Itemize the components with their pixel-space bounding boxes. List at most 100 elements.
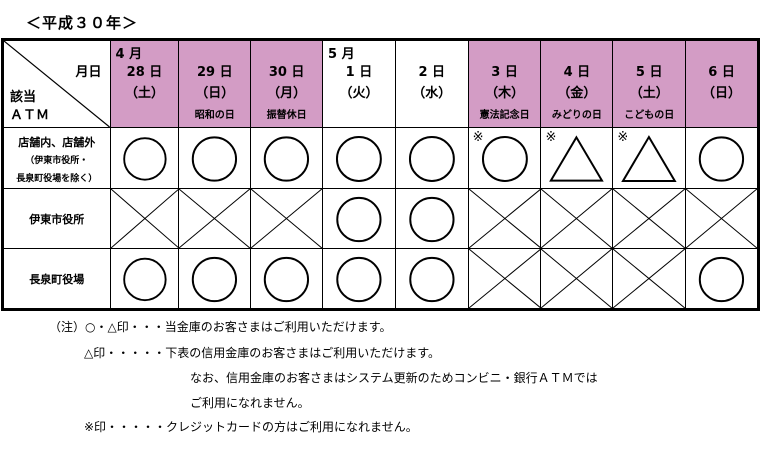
month-label: 4 月	[115, 47, 143, 62]
weekday-label: （土）	[629, 86, 669, 101]
circle-mark	[481, 136, 528, 182]
availability-cell	[109, 188, 180, 249]
note-line: なお、信用金庫のお客さまはシステム更新のためコンビニ・銀行ＡＴＭでは	[190, 371, 598, 385]
day-label: 1 日	[345, 65, 373, 80]
holiday-label: 昭和の日	[194, 110, 235, 121]
row-sublabel: （伊東市役所・	[25, 156, 89, 166]
atm-schedule-table: 月日 該当 ＡＴＭ 4 月 28 日 （土） 29 日 （日） 昭和の日 30 …	[1, 38, 760, 311]
date-header-cell: 4 日 （金） みどりの日	[540, 39, 614, 128]
row-label: 長泉町役場	[29, 273, 85, 286]
availability-cell	[685, 127, 759, 189]
atm-label: ＡＴＭ	[10, 108, 50, 123]
row-label-cell: 伊東市役所	[2, 188, 111, 249]
holiday-label: こどもの日	[624, 110, 675, 121]
day-label: 29 日	[196, 65, 233, 80]
row-label: 伊東市役所	[29, 213, 85, 226]
weekday-label: （日）	[195, 86, 235, 101]
row-label: 店舗内、店舗外	[18, 136, 96, 149]
availability-cell	[612, 188, 687, 249]
page-title: ＜平成３０年＞	[26, 14, 139, 32]
availability-cell: ※	[612, 127, 687, 189]
circle-mark	[409, 196, 455, 243]
note-line: （注）○・△印・・・当金庫のお客さまはご利用いただけます。	[49, 320, 392, 334]
weekday-label: （日）	[702, 86, 742, 101]
weekday-label: （金）	[557, 86, 597, 101]
date-header-cell: 4 月 28 日 （土）	[109, 39, 180, 128]
date-header-cell: 3 日 （木） 憲法記念日	[467, 39, 542, 128]
availability-cell	[109, 127, 180, 189]
holiday-label: 憲法記念日	[479, 110, 530, 121]
availability-cell	[612, 248, 687, 310]
month-label: 5 月	[328, 47, 355, 62]
date-header-cell: 6 日 （日）	[685, 39, 759, 128]
row-sublabel: 長泉町役場を除く）	[16, 174, 98, 184]
note-line: △印・・・・・下表の信用金庫のお客さまはご利用いただけます。	[84, 346, 441, 360]
day-label: 3 日	[491, 65, 518, 80]
cross-mark	[469, 249, 541, 308]
availability-cell	[178, 188, 252, 249]
day-label: 4 日	[563, 65, 591, 80]
day-label: 6 日	[708, 65, 735, 80]
availability-cell	[394, 248, 469, 310]
circle-mark	[264, 136, 310, 182]
cross-mark	[613, 249, 685, 308]
day-label: 5 日	[635, 65, 663, 80]
circle-mark	[264, 256, 310, 303]
triangle-mark	[621, 135, 677, 182]
day-label: 30 日	[268, 65, 305, 80]
availability-cell	[322, 188, 396, 249]
availability-cell	[178, 248, 252, 310]
availability-cell	[250, 188, 324, 249]
circle-mark	[192, 256, 238, 303]
availability-cell: ※	[540, 127, 614, 189]
cross-mark	[541, 249, 612, 308]
availability-cell	[394, 127, 469, 189]
diagonal-line	[4, 41, 110, 127]
weekday-label: （木）	[485, 86, 525, 101]
note-line: ※印・・・・・クレジットカードの方はご利用になれません。	[84, 420, 418, 434]
circle-mark	[192, 136, 238, 182]
triangle-mark	[549, 135, 605, 182]
holiday-label: 振替休日	[266, 110, 307, 121]
weekday-label: （土）	[124, 86, 164, 101]
circle-mark	[408, 136, 455, 182]
availability-cell	[322, 248, 396, 310]
holiday-label: みどりの日	[551, 110, 602, 121]
availability-cell	[540, 188, 614, 249]
applicable-label: 該当	[10, 90, 37, 105]
weekday-label: （水）	[412, 86, 452, 101]
cross-mark	[686, 189, 757, 248]
availability-cell	[394, 188, 469, 249]
availability-cell: ※	[467, 127, 542, 189]
row-label-cell: 長泉町役場	[2, 248, 111, 310]
circle-mark	[122, 257, 167, 302]
availability-cell	[250, 248, 324, 310]
cross-mark	[613, 189, 685, 248]
availability-cell	[322, 127, 396, 189]
availability-cell	[467, 248, 542, 310]
circle-mark	[698, 136, 745, 182]
note-mark: ※	[545, 130, 557, 145]
availability-cell	[178, 127, 252, 189]
cross-mark	[541, 189, 612, 248]
corner-header-cell: 月日 該当 ＡＴＭ	[2, 39, 111, 128]
availability-cell	[540, 248, 614, 310]
date-header-cell: 5 日 （土） こどもの日	[612, 39, 687, 128]
day-label: 28 日	[126, 65, 163, 80]
availability-cell	[250, 127, 324, 189]
circle-mark	[336, 256, 382, 303]
cross-mark	[111, 189, 179, 248]
date-header-cell: 29 日 （日） 昭和の日	[178, 39, 252, 128]
availability-cell	[467, 188, 542, 249]
date-header-cell: 30 日 （月） 振替休日	[250, 39, 324, 128]
availability-cell	[109, 248, 180, 310]
cross-mark	[179, 189, 250, 248]
date-header-cell: 5 月 1 日 （火）	[322, 39, 396, 128]
weekday-label: （火）	[339, 86, 379, 101]
circle-mark	[409, 256, 455, 303]
cross-mark	[469, 189, 541, 248]
availability-cell	[685, 248, 759, 310]
note-mark: ※	[472, 130, 484, 145]
cross-mark	[251, 189, 322, 248]
weekday-label: （月）	[267, 86, 307, 101]
